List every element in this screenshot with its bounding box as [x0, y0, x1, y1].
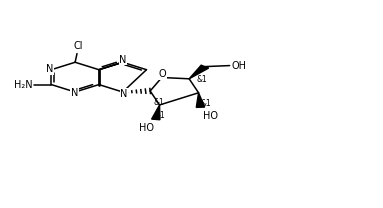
Text: HO: HO	[139, 123, 154, 133]
Text: N: N	[120, 89, 128, 99]
Text: O: O	[159, 69, 166, 79]
Text: N: N	[70, 88, 78, 98]
Text: HO: HO	[203, 111, 218, 121]
Text: &1: &1	[200, 99, 211, 108]
Polygon shape	[152, 105, 160, 120]
Polygon shape	[189, 65, 209, 79]
Text: &1: &1	[153, 98, 164, 107]
Text: N: N	[119, 55, 127, 65]
Text: &1: &1	[155, 111, 166, 120]
Text: N: N	[46, 64, 53, 74]
Polygon shape	[196, 93, 205, 107]
Text: H₂N: H₂N	[14, 80, 32, 90]
Text: &1: &1	[196, 75, 207, 84]
Text: Cl: Cl	[73, 41, 82, 51]
Text: OH: OH	[232, 61, 247, 71]
